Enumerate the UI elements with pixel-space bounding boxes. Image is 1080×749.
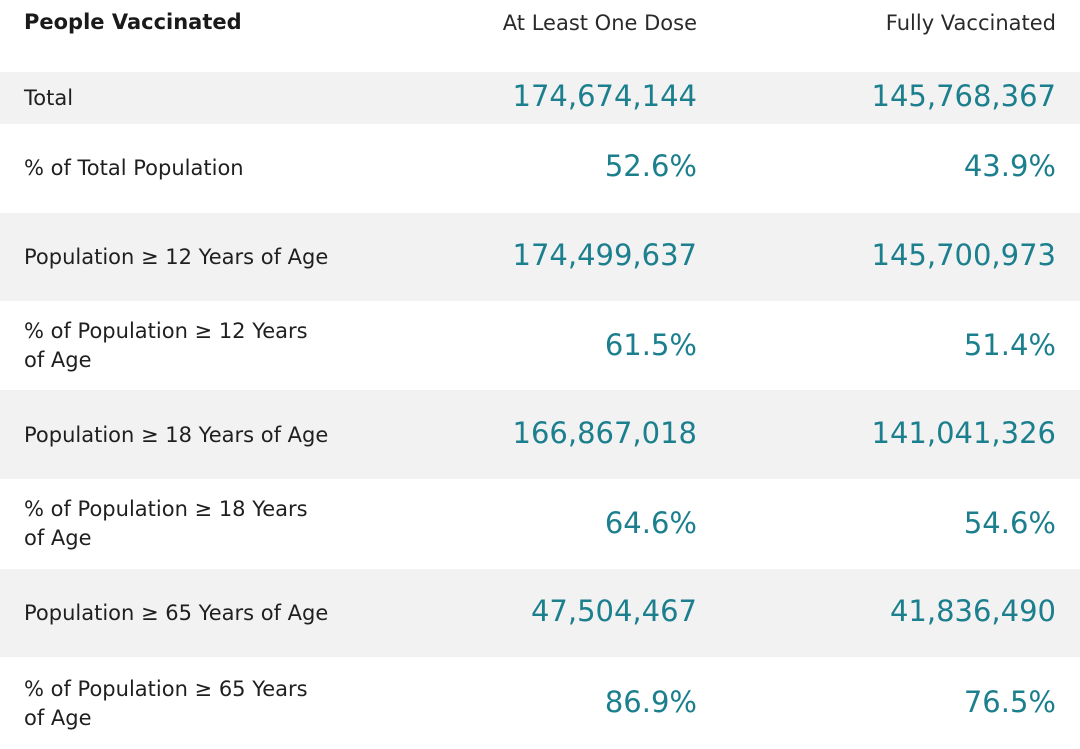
row-label: % of Total Population [24, 156, 244, 180]
table-row: % of Population ≥ 65 Years of Age 86.9% … [0, 657, 1080, 749]
fully-vaccinated-value: 54.6% [963, 506, 1056, 540]
row-label: % of Population ≥ 12 Years of Age [24, 319, 308, 372]
table-row: % of Total Population 52.6% 43.9% [0, 124, 1080, 213]
table-row: % of Population ≥ 18 Years of Age 64.6% … [0, 479, 1080, 569]
row-label: Population ≥ 65 Years of Age [24, 601, 329, 625]
at-least-one-dose-value: 47,504,467 [530, 594, 697, 628]
table-row: Total 174,674,144 145,768,367 [0, 72, 1080, 124]
at-least-one-dose-value: 174,499,637 [512, 238, 698, 272]
at-least-one-dose-value: 52.6% [604, 149, 697, 183]
row-label: % of Population ≥ 18 Years of Age [24, 497, 308, 550]
at-least-one-dose-value: 64.6% [604, 506, 697, 540]
row-label: Total [24, 86, 74, 110]
fully-vaccinated-value: 145,700,973 [871, 238, 1057, 272]
fully-vaccinated-value: 51.4% [963, 328, 1056, 362]
fully-vaccinated-value: 43.9% [963, 149, 1056, 183]
row-label: Population ≥ 18 Years of Age [24, 423, 329, 447]
fully-vaccinated-value: 41,836,490 [889, 594, 1056, 628]
header-fully-vaccinated: Fully Vaccinated [885, 11, 1056, 35]
header-people-vaccinated: People Vaccinated [24, 10, 242, 34]
table-row: Population ≥ 65 Years of Age 47,504,467 … [0, 569, 1080, 657]
table-row: Population ≥ 12 Years of Age 174,499,637… [0, 213, 1080, 301]
fully-vaccinated-value: 141,041,326 [871, 416, 1057, 450]
row-label: Population ≥ 12 Years of Age [24, 245, 329, 269]
fully-vaccinated-value: 145,768,367 [871, 79, 1057, 113]
row-label: % of Population ≥ 65 Years of Age [24, 677, 308, 730]
at-least-one-dose-value: 86.9% [604, 685, 697, 719]
at-least-one-dose-value: 166,867,018 [512, 416, 698, 450]
table-header: People Vaccinated At Least One Dose Full… [0, 0, 1080, 48]
at-least-one-dose-value: 61.5% [604, 328, 697, 362]
table-row: % of Population ≥ 12 Years of Age 61.5% … [0, 301, 1080, 390]
at-least-one-dose-value: 174,674,144 [512, 79, 698, 113]
header-at-least-one-dose: At Least One Dose [502, 11, 697, 35]
fully-vaccinated-value: 76.5% [963, 685, 1056, 719]
table-row: Population ≥ 18 Years of Age 166,867,018… [0, 390, 1080, 479]
